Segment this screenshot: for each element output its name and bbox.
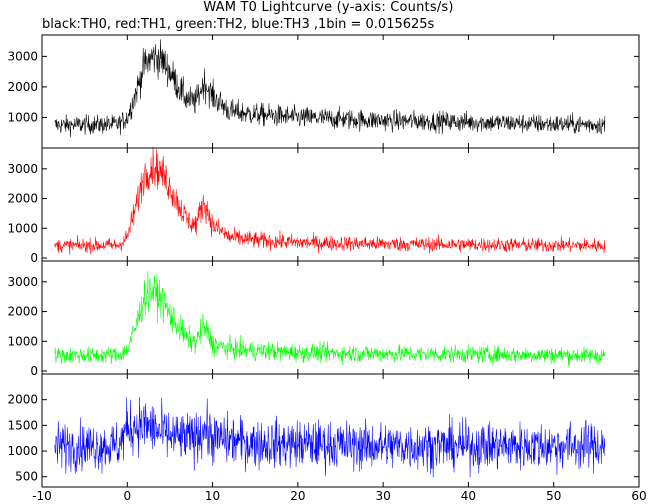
y-tick-label: 1000 xyxy=(7,221,38,235)
y-tick-label: 3000 xyxy=(7,275,38,289)
x-tick-label: 50 xyxy=(546,489,561,503)
y-tick-label: 2000 xyxy=(7,305,38,319)
x-tick-label: 40 xyxy=(461,489,476,503)
x-tick-label: 20 xyxy=(290,489,305,503)
x-tick-label: -10 xyxy=(32,489,52,503)
y-tick-label: 3000 xyxy=(7,49,38,63)
panel-frame-th0 xyxy=(41,34,640,149)
panel-frame-th3 xyxy=(41,373,640,488)
series-line-th1 xyxy=(54,146,606,255)
y-tick-label: 1000 xyxy=(7,110,38,124)
y-tick-label: 3000 xyxy=(7,162,38,176)
x-tick-label: 0 xyxy=(123,489,131,503)
y-tick-label: 2000 xyxy=(7,80,38,94)
y-tick-label: 1500 xyxy=(7,418,38,432)
series-line-th0 xyxy=(54,39,606,138)
x-tick-label: 60 xyxy=(631,489,646,503)
y-tick-label: 0 xyxy=(30,251,38,265)
series-line-th2 xyxy=(54,271,606,367)
panel-frame-th2 xyxy=(41,260,640,375)
chart-title: WAM T0 Lightcurve (y-axis: Counts/s) xyxy=(203,0,454,15)
y-tick-label: 1000 xyxy=(7,444,38,458)
y-tick-label: 500 xyxy=(15,470,38,484)
chart-subtitle: black:TH0, red:TH1, green:TH2, blue:TH3 … xyxy=(42,17,435,32)
y-tick-label: 2000 xyxy=(7,192,38,206)
series-line-th3 xyxy=(54,396,606,478)
y-tick-label: 1000 xyxy=(7,334,38,348)
y-tick-label: 2000 xyxy=(7,393,38,407)
x-tick-label: 10 xyxy=(205,489,220,503)
x-tick-label: 30 xyxy=(376,489,391,503)
y-tick-label: 0 xyxy=(30,364,38,378)
